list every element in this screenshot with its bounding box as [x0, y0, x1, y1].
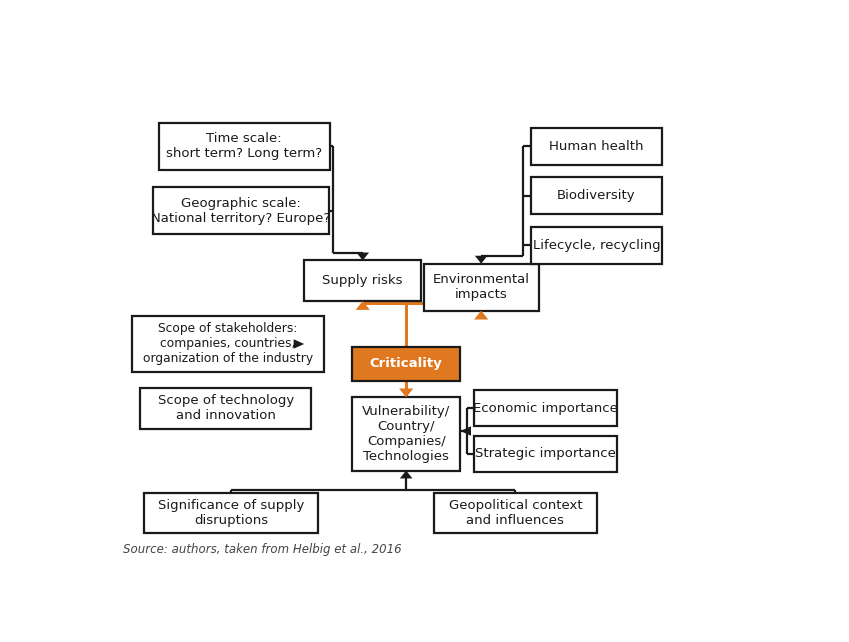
FancyBboxPatch shape	[474, 390, 617, 426]
FancyBboxPatch shape	[531, 177, 662, 214]
Text: Lifecycle, recycling: Lifecycle, recycling	[532, 239, 661, 252]
Text: Vulnerability/
Country/
Companies/
Technologies: Vulnerability/ Country/ Companies/ Techn…	[362, 405, 450, 463]
Polygon shape	[475, 256, 487, 264]
Polygon shape	[294, 339, 304, 349]
FancyBboxPatch shape	[434, 493, 597, 534]
Polygon shape	[474, 311, 488, 320]
Polygon shape	[356, 301, 370, 310]
Text: Criticality: Criticality	[370, 357, 442, 370]
Text: Strategic importance: Strategic importance	[475, 447, 616, 460]
Text: Geopolitical context
and influences: Geopolitical context and influences	[448, 499, 582, 527]
FancyBboxPatch shape	[144, 493, 318, 534]
Text: Geographic scale:
National territory? Europe?: Geographic scale: National territory? Eu…	[151, 196, 330, 225]
Text: Significance of supply
disruptions: Significance of supply disruptions	[158, 499, 304, 527]
FancyBboxPatch shape	[132, 316, 324, 372]
Text: Human health: Human health	[549, 140, 644, 153]
Polygon shape	[400, 471, 413, 478]
Polygon shape	[399, 388, 413, 397]
FancyBboxPatch shape	[351, 397, 460, 471]
Text: Time scale:
short term? Long term?: Time scale: short term? Long term?	[166, 132, 323, 160]
FancyBboxPatch shape	[531, 227, 662, 264]
Text: Source: authors, taken from Helbig et al., 2016: Source: authors, taken from Helbig et al…	[122, 542, 402, 555]
Text: Environmental
impacts: Environmental impacts	[433, 273, 530, 301]
Polygon shape	[357, 252, 369, 261]
Text: Biodiversity: Biodiversity	[557, 189, 636, 202]
Polygon shape	[460, 426, 471, 436]
FancyBboxPatch shape	[159, 123, 329, 169]
FancyBboxPatch shape	[140, 388, 312, 428]
FancyBboxPatch shape	[153, 187, 329, 234]
FancyBboxPatch shape	[304, 261, 421, 301]
FancyBboxPatch shape	[474, 436, 617, 471]
Text: Scope of technology
and innovation: Scope of technology and innovation	[158, 394, 294, 422]
FancyBboxPatch shape	[531, 128, 662, 165]
Text: Economic importance: Economic importance	[473, 402, 618, 415]
Text: Supply risks: Supply risks	[323, 274, 403, 287]
Text: Scope of stakeholders:
companies, countries,
organization of the industry: Scope of stakeholders: companies, countr…	[143, 322, 313, 365]
FancyBboxPatch shape	[424, 264, 539, 311]
FancyBboxPatch shape	[351, 347, 460, 381]
